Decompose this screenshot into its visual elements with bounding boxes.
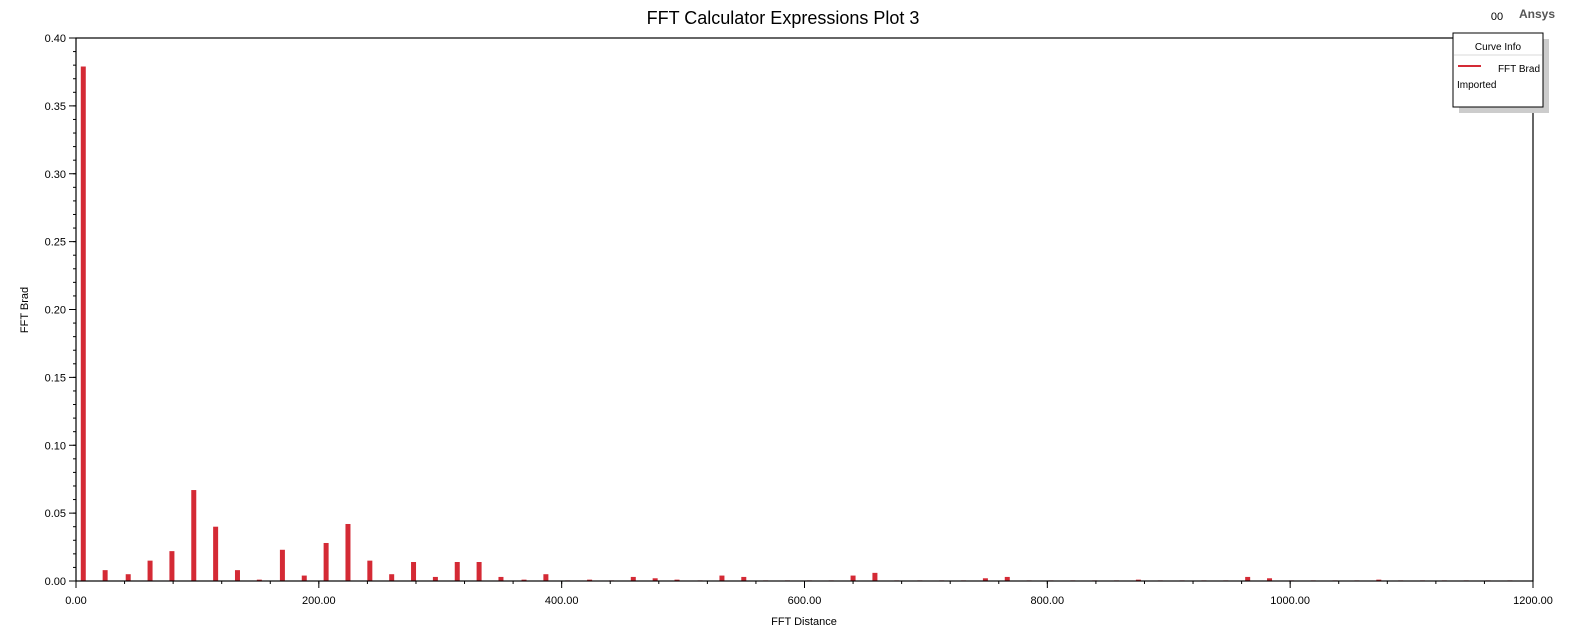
bar — [367, 560, 373, 581]
x-tick-label: 1000.00 — [1270, 595, 1310, 607]
x-axis-ticks: 0.00 200.00 400.00 600.00 800.00 1000.00 1200.… — [65, 581, 1553, 607]
bar — [850, 575, 856, 581]
brand-prefix: 00 — [1491, 11, 1503, 23]
y-tick-label: 0.25 — [45, 237, 66, 249]
y-tick-label: 0.00 — [45, 576, 66, 588]
bar — [147, 560, 153, 581]
bar — [169, 551, 175, 581]
x-tick-label: 200.00 — [302, 595, 336, 607]
bar — [476, 562, 482, 581]
bar — [125, 574, 131, 581]
bar — [1376, 579, 1382, 581]
legend-panel — [1452, 32, 1544, 108]
bar — [630, 576, 636, 581]
bar — [411, 562, 417, 581]
brand-logo: Ansys — [1519, 7, 1555, 21]
bar — [345, 523, 351, 581]
bar — [741, 576, 747, 581]
y-tick-label: 0.10 — [45, 440, 66, 452]
bar — [521, 579, 527, 581]
y-tick-label: 0.35 — [45, 101, 66, 113]
bar — [1135, 579, 1141, 581]
x-tick-label: 0.00 — [65, 595, 86, 607]
y-tick-label: 0.05 — [45, 508, 66, 520]
y-tick-label: 0.40 — [45, 33, 66, 45]
bar — [872, 572, 878, 581]
bar — [543, 574, 549, 581]
bar — [301, 575, 307, 581]
bar — [191, 490, 197, 581]
bar — [279, 549, 285, 581]
bar — [102, 570, 108, 581]
bar — [323, 542, 329, 581]
bar — [389, 574, 395, 581]
bars-layer — [80, 66, 1513, 581]
bar — [674, 579, 680, 581]
chart-title: FFT Calculator Expressions Plot 3 — [647, 8, 920, 28]
bar — [234, 570, 240, 581]
bar — [454, 562, 460, 581]
bar — [213, 526, 219, 581]
bar — [432, 576, 438, 581]
y-axis-title: FFT Brad — [19, 287, 31, 333]
x-tick-label: 800.00 — [1031, 595, 1065, 607]
legend-box[interactable]: Curve Info FFT Brad Imported — [1452, 32, 1549, 113]
bar — [652, 578, 658, 581]
x-axis-title: FFT Distance — [771, 616, 837, 628]
bar — [1245, 576, 1251, 581]
legend-title: Curve Info — [1475, 42, 1522, 53]
bar — [1267, 578, 1273, 581]
legend-series-label: FFT Brad — [1498, 64, 1540, 75]
legend-series-sublabel: Imported — [1457, 80, 1496, 91]
bar — [719, 575, 725, 581]
y-tick-label: 0.15 — [45, 372, 66, 384]
bar — [256, 579, 262, 581]
bar — [587, 579, 593, 581]
bar — [80, 66, 86, 581]
x-tick-label: 400.00 — [545, 595, 579, 607]
x-tick-label: 600.00 — [788, 595, 822, 607]
bar — [982, 578, 988, 581]
x-tick-label: 1200.00 — [1513, 595, 1553, 607]
y-tick-label: 0.20 — [45, 305, 66, 317]
bar — [498, 576, 504, 581]
y-axis-ticks: 0.00 0.05 0.10 0.15 0.20 0.25 0.30 0.35 0.40 — [45, 33, 76, 588]
y-tick-label: 0.30 — [45, 169, 66, 181]
plot-area-frame — [75, 37, 1534, 582]
bar — [1004, 576, 1010, 581]
